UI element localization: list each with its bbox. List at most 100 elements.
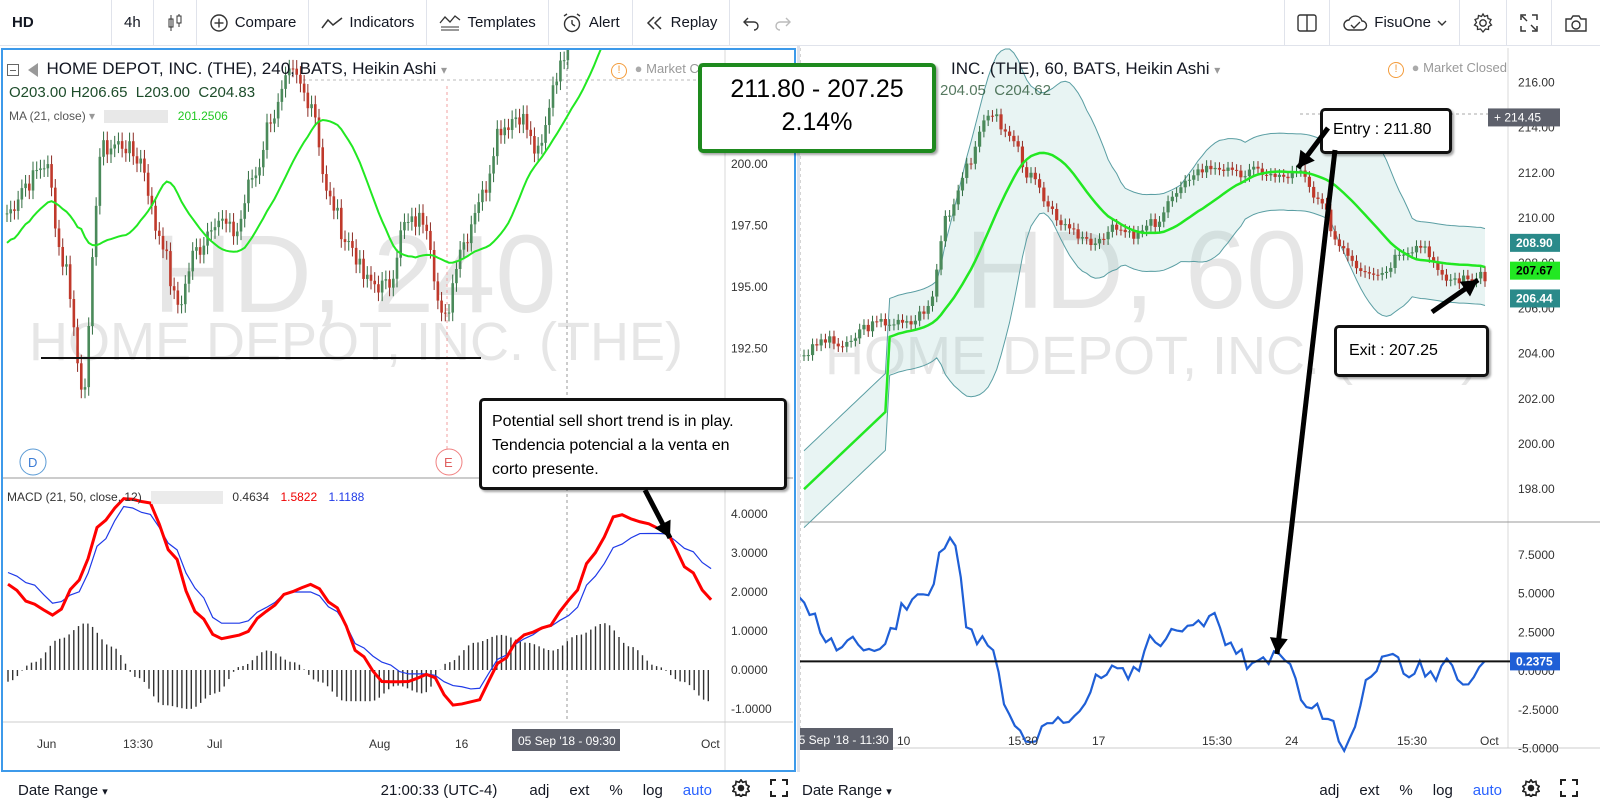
replay-button[interactable]: Replay (633, 0, 731, 46)
price-tick-label: 202.00 (1518, 392, 1555, 406)
right-date-range-button[interactable]: Date Range ▾ (802, 781, 892, 799)
macd-legend[interactable]: MACD (21, 50, close, 12) 0.4634 1.5822 1… (7, 490, 364, 505)
sell-short-note[interactable]: Potential sell short trend is in play. T… (479, 398, 787, 490)
candle-body (336, 207, 339, 211)
left-adj-toggle[interactable]: adj (529, 781, 550, 799)
settings-button[interactable] (1460, 0, 1507, 46)
title-dropdown-arrow[interactable]: ▾ (441, 63, 448, 77)
left-auto-toggle[interactable]: auto (682, 781, 712, 799)
compare-label: Compare (234, 14, 297, 31)
candle-body (1470, 279, 1474, 282)
sell-note-line: Potential sell short trend is in play. (492, 413, 734, 430)
candle-body (943, 215, 947, 242)
indicators-label: Indicators (349, 14, 415, 31)
marker-d-label: D (28, 455, 37, 470)
compare-button[interactable]: Compare (197, 0, 310, 46)
layout-button[interactable] (1284, 0, 1331, 46)
macd-tick-label: 4.0000 (731, 507, 768, 521)
candle-body (117, 141, 120, 145)
chart-type-button[interactable] (154, 0, 197, 46)
time-tick-label: Jul (207, 737, 222, 751)
candle-body (514, 117, 518, 120)
candle-body (1260, 168, 1264, 175)
right-auto-toggle[interactable]: auto (1472, 781, 1502, 799)
candle-body (922, 311, 926, 314)
chevron-down-icon (1437, 20, 1447, 26)
left-scale-settings[interactable] (722, 778, 760, 801)
candle-body (321, 147, 325, 175)
right-ext-toggle[interactable]: ext (1359, 781, 1380, 799)
snapshot-button[interactable] (1552, 0, 1600, 46)
candle-body (243, 203, 247, 219)
left-percent-toggle[interactable]: % (609, 781, 623, 799)
right-percent-toggle[interactable]: % (1399, 781, 1413, 799)
candle-body (870, 321, 875, 332)
fullscreen-button[interactable] (1507, 0, 1552, 46)
candle-body (254, 175, 258, 179)
left-log-toggle[interactable]: log (642, 781, 663, 799)
candle-body (87, 326, 91, 388)
right-chart-panel[interactable]: HD, 60 HOME DEPOT, INC. (THE) 216.00 214.00… (800, 48, 1600, 772)
indicators-button[interactable]: Indicators (309, 0, 428, 46)
right-chart-title: INC. (THE), 60, BATS, Heikin Ashi (951, 59, 1210, 78)
crosshair-time-label: 05 Sep '18 - 09:30 (518, 734, 616, 748)
templates-button[interactable]: Templates (427, 0, 549, 46)
bollinger-lower-badge-label: 206.44 (1516, 291, 1553, 305)
trade-result-box[interactable]: 211.80 - 207.25 2.14% (698, 63, 936, 153)
candle-body (109, 148, 113, 155)
left-maximize-button[interactable] (760, 779, 798, 801)
candle-body (247, 179, 250, 204)
candle-body (42, 168, 46, 170)
candle-body (536, 145, 540, 154)
ohlc-high: H206.65 (70, 84, 128, 101)
right-maximize-button[interactable] (1550, 779, 1600, 801)
collapse-icon[interactable] (7, 63, 19, 76)
right-adj-toggle[interactable]: adj (1319, 781, 1340, 799)
macd-tick-label: 2.0000 (731, 585, 768, 599)
candle-body (358, 258, 362, 265)
left-ext-toggle[interactable]: ext (569, 781, 590, 799)
right-title-dropdown-arrow[interactable]: ▾ (1214, 63, 1221, 77)
right-log-toggle[interactable]: log (1432, 781, 1453, 799)
interval-button[interactable]: 4h (112, 0, 154, 46)
candle-body (1037, 179, 1042, 188)
macd-controls[interactable] (151, 491, 224, 505)
ohlc-open: O203.00 (9, 84, 67, 101)
panel-separator[interactable] (797, 46, 800, 772)
flag-icon[interactable] (27, 62, 38, 77)
candle-body (909, 321, 913, 325)
watermark-name: HOME DEPOT, INC. (THE) (29, 312, 683, 372)
candle-body (46, 164, 50, 169)
candle-body (1170, 196, 1174, 202)
candle-body (295, 68, 299, 75)
cloud-layout-button[interactable]: FisuOne (1330, 0, 1460, 46)
left-chart-title-row: HOME DEPOT, INC. (THE), 240, BATS, Heiki… (7, 59, 447, 79)
candle-body (1097, 238, 1102, 244)
time-tick-label: 16 (455, 737, 469, 751)
symbol-search[interactable]: HD (0, 0, 112, 46)
right-scale-settings[interactable] (1512, 778, 1550, 801)
candle-body (1226, 167, 1230, 171)
candle-body (905, 321, 909, 323)
candle-body (284, 75, 287, 89)
candle-body (1025, 167, 1029, 178)
redo-icon[interactable] (774, 15, 792, 31)
candle-body (551, 85, 555, 108)
candle-body (150, 195, 154, 206)
entry-note[interactable]: Entry : 211.80 (1320, 108, 1452, 154)
gear-icon (1473, 12, 1493, 33)
alert-button[interactable]: Alert (549, 0, 633, 46)
candle-body (232, 221, 235, 237)
candle-body (1282, 174, 1286, 177)
left-date-range-button[interactable]: Date Range ▾ (18, 781, 108, 799)
left-clock[interactable]: 21:00:33 (UTC-4) (380, 781, 498, 799)
exit-note[interactable]: Exit : 207.25 (1334, 325, 1489, 377)
undo-icon[interactable] (742, 15, 760, 31)
macd-tick-label: 1.0000 (731, 624, 768, 638)
ma-legend[interactable]: MA (21, close) ▾ 201.2506 (9, 109, 228, 124)
macd-line-value: 1.5822 (280, 490, 318, 504)
ma-controls[interactable] (104, 110, 169, 124)
